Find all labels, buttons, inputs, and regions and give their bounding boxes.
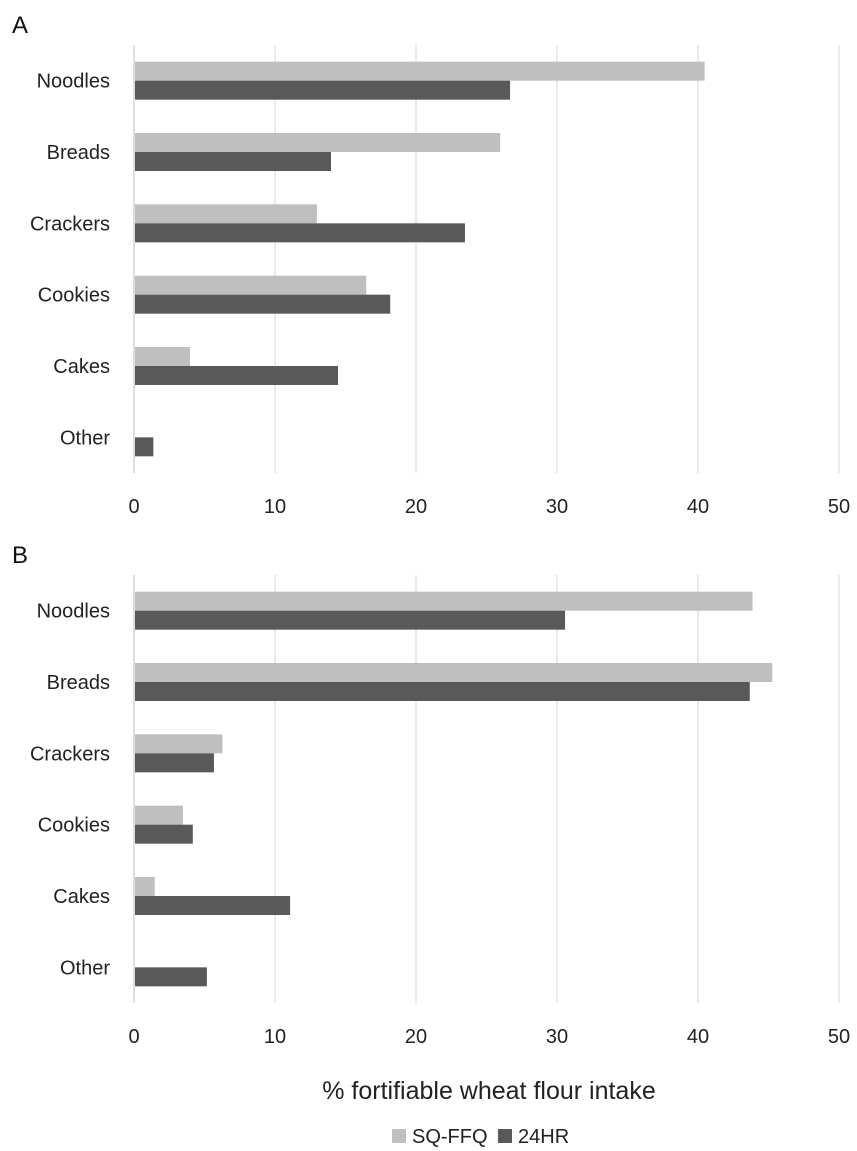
panel-label: B [12,542,28,569]
x-tick-label: 10 [264,1026,286,1048]
bar-24hr [135,294,391,314]
bar-sq-ffq [135,877,155,896]
x-tick-label: 30 [546,1026,568,1048]
category-label: Crackers [30,743,110,765]
bar-sq-ffq [135,347,190,366]
chart-panels: A 0 10 20 30 40 50 Noodles Breads Crackers Cookies… [12,12,850,1048]
x-tick-label: 20 [405,496,427,518]
legend-label-sq-ffq: SQ-FFQ [412,1126,488,1148]
category-label: Other [60,957,110,979]
bar-sq-ffq [135,275,367,295]
bar-24hr [135,753,214,773]
category-label: Cakes [53,886,110,908]
x-tick-label: 40 [687,496,709,518]
x-tick-label: 30 [546,496,568,518]
x-axis-title: % fortifiable wheat flour intake [322,1077,656,1105]
bar-24hr [135,967,207,987]
category-label: Cookies [38,815,110,837]
bar-24hr [135,223,465,243]
bar-24hr [135,366,339,385]
panel-label: A [12,12,28,39]
legend-swatch-sq-ffq [392,1129,406,1143]
bar-sq-ffq [135,734,223,754]
bar-sq-ffq [135,591,753,611]
bar-24hr [135,152,331,171]
bar-sq-ffq [135,133,501,152]
bar-24hr [135,682,750,701]
x-tick-label: 40 [687,1026,709,1048]
category-label: Breads [47,142,110,164]
panel-a: A 0 10 20 30 40 50 Noodles Breads Crackers Cookies… [12,12,850,518]
category-label: Crackers [30,213,110,235]
legend-label-24hr: 24HR [518,1126,569,1148]
bar-sq-ffq [135,805,183,825]
x-tick-label: 0 [128,1026,139,1048]
bar-sq-ffq [135,663,773,682]
x-tick-label: 10 [264,496,286,518]
x-tick-label: 50 [828,496,850,518]
bar-24hr [135,610,566,630]
x-tick-label: 20 [405,1026,427,1048]
bar-sq-ffq [135,61,705,81]
legend: SQ-FFQ 24HR [392,1126,569,1148]
x-tick-label: 0 [128,496,139,518]
category-label: Cookies [38,285,110,307]
x-tick-label: 50 [828,1026,850,1048]
bar-24hr [135,80,511,100]
category-label: Other [60,427,110,449]
category-label: Noodles [37,601,110,623]
category-label: Noodles [37,71,110,93]
bar-24hr [135,896,291,915]
bar-sq-ffq [135,204,317,224]
category-label: Cakes [53,356,110,378]
bar-24hr [135,437,154,457]
legend-swatch-24hr [498,1129,512,1143]
category-label: Breads [47,672,110,694]
bar-24hr [135,824,193,844]
panel-b: B 0 10 20 30 40 50 Noodles Breads Crackers Cookies… [12,542,850,1048]
